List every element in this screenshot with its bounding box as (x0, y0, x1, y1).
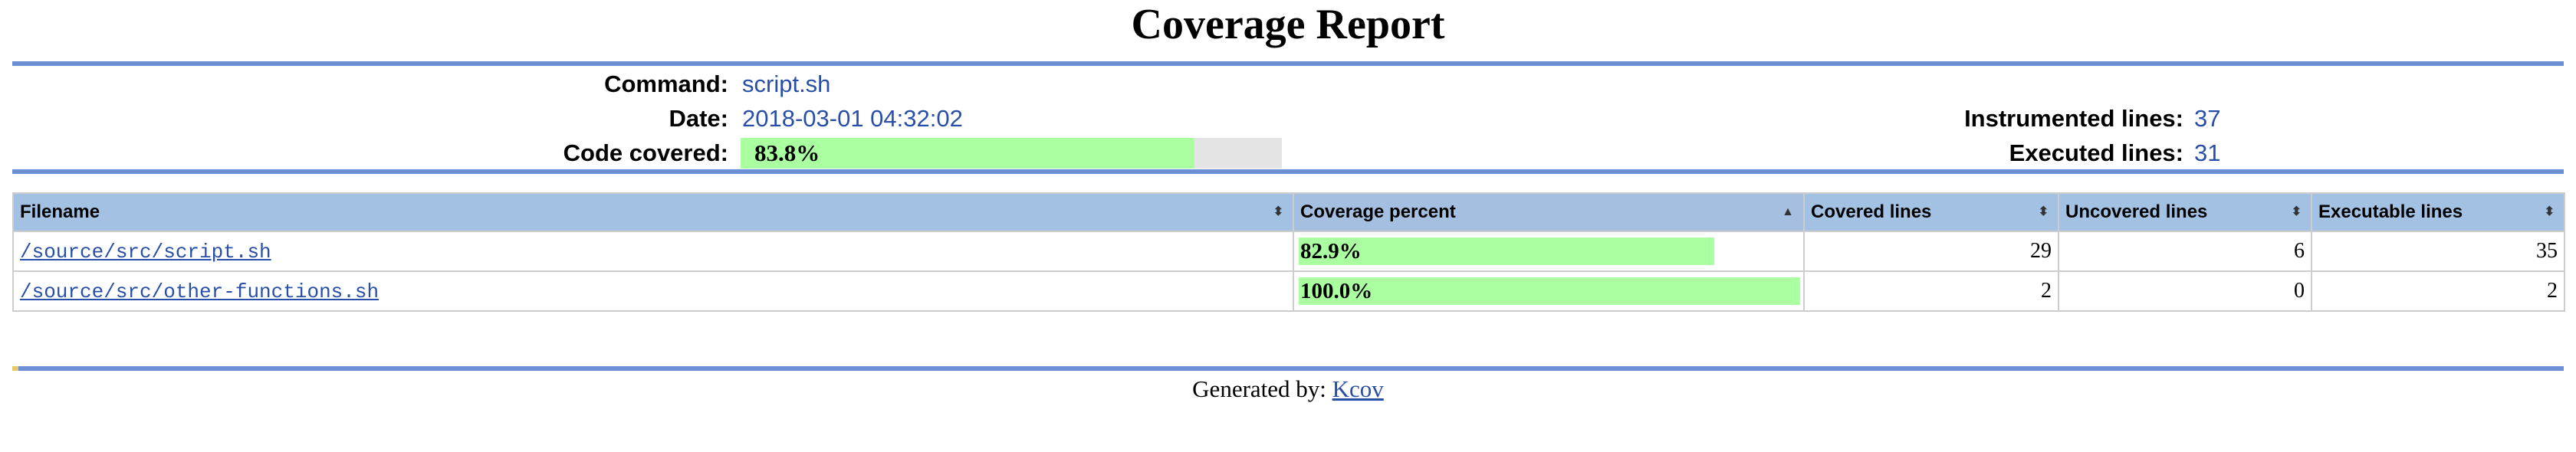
sort-icon[interactable]: ⬍ (2038, 205, 2049, 218)
executable-lines-cell: 35 (2311, 231, 2565, 272)
file-link[interactable]: /source/src/other-functions.sh (20, 280, 380, 303)
column-header-label: Uncovered lines (2065, 201, 2208, 222)
footer: Generated by: Kcov (0, 374, 2576, 405)
sort-icon[interactable]: ⬍ (1273, 205, 1283, 218)
uncovered-lines-cell: 6 (2058, 231, 2312, 272)
coverage-percent-value: 82.9% (1300, 239, 1362, 264)
sort-icon[interactable]: ⬍ (2291, 205, 2302, 218)
coverage-percent-value: 100.0% (1300, 279, 1373, 303)
command-label: Command: (604, 70, 728, 97)
covered-lines-cell: 2 (1803, 270, 2059, 312)
column-header-label: Executable lines (2318, 201, 2463, 222)
footer-divider (12, 366, 2564, 371)
code-covered-bar: 83.8% (741, 138, 1282, 169)
table-header-row: Filename ⬍ Coverage percent ▲ Covered li… (12, 192, 2565, 232)
filename-cell: /source/src/script.sh (12, 231, 1294, 272)
date-label: Date: (669, 105, 728, 132)
executable-lines-cell: 2 (2311, 270, 2565, 312)
page-title: Coverage Report (1131, 1, 1445, 48)
instrumented-lines-value: 37 (2194, 105, 2221, 132)
code-covered-bar-fill (741, 138, 1194, 169)
column-header-coverage-percent[interactable]: Coverage percent ▲ (1293, 192, 1805, 232)
filename-cell: /source/src/other-functions.sh (12, 270, 1294, 312)
file-link[interactable]: /source/src/script.sh (20, 241, 271, 264)
column-header-label: Coverage percent (1300, 201, 1456, 222)
executed-lines-label: Executed lines: (2009, 139, 2183, 166)
column-header-filename[interactable]: Filename ⬍ (12, 192, 1294, 232)
kcov-link[interactable]: Kcov (1332, 375, 1384, 402)
command-value: script.sh (742, 70, 831, 97)
table-row: /source/src/script.sh 82.9% 29 6 35 (12, 231, 2565, 272)
instrumented-lines-label: Instrumented lines: (1964, 105, 2183, 132)
generated-by-label: Generated by: (1192, 375, 1326, 402)
coverage-percent-cell: 100.0% (1293, 270, 1805, 312)
coverage-percent-cell: 82.9% (1293, 231, 1805, 272)
column-header-covered-lines[interactable]: Covered lines ⬍ (1803, 192, 2059, 232)
coverage-bar-fill (1299, 277, 1800, 305)
column-header-uncovered-lines[interactable]: Uncovered lines ⬍ (2058, 192, 2312, 232)
file-coverage-table: Filename ⬍ Coverage percent ▲ Covered li… (12, 192, 2565, 312)
executed-lines-value: 31 (2194, 139, 2221, 166)
sort-icon[interactable]: ⬍ (2544, 205, 2555, 218)
covered-lines-cell: 29 (1803, 231, 2059, 272)
code-covered-label: Code covered: (563, 139, 728, 166)
column-header-label: Covered lines (1811, 201, 1932, 222)
coverage-bar-fill (1299, 237, 1714, 265)
uncovered-lines-cell: 0 (2058, 270, 2312, 312)
header-divider (12, 169, 2564, 174)
sort-ascending-icon[interactable]: ▲ (1782, 205, 1794, 218)
column-header-label: Filename (20, 201, 100, 222)
top-divider (12, 61, 2564, 66)
date-value: 2018-03-01 04:32:02 (742, 105, 963, 132)
code-covered-percent: 83.8% (754, 139, 820, 166)
table-row: /source/src/other-functions.sh 100.0% 2 … (12, 270, 2565, 312)
column-header-executable-lines[interactable]: Executable lines ⬍ (2311, 192, 2565, 232)
